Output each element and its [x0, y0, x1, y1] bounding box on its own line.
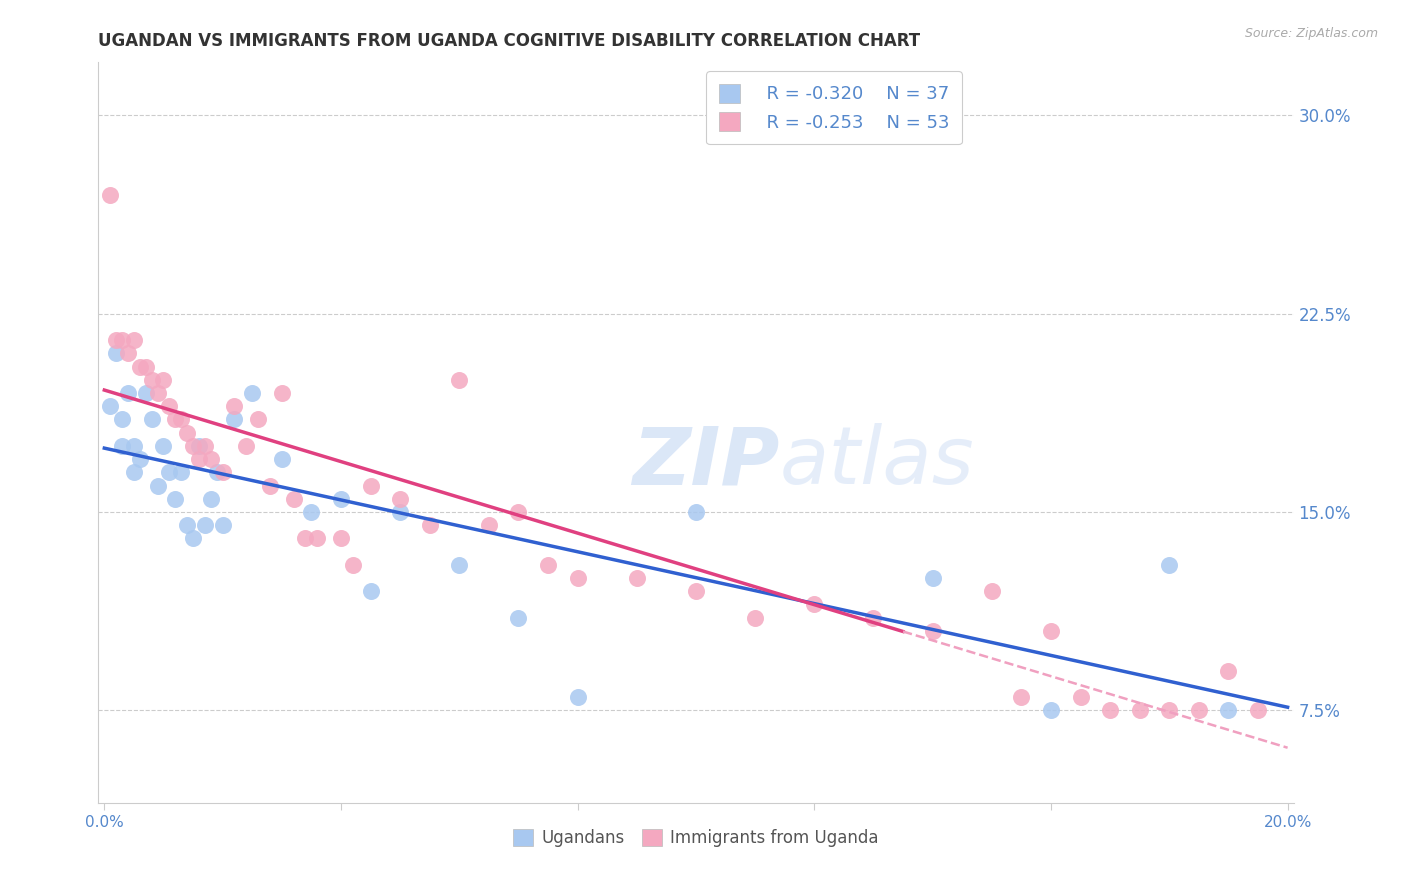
Point — [1070, 690, 1092, 704]
Point — [449, 373, 471, 387]
Point — [205, 465, 228, 479]
Point — [111, 412, 134, 426]
Point — [188, 439, 211, 453]
Point — [128, 359, 150, 374]
Point — [508, 610, 530, 624]
Point — [259, 478, 281, 492]
Point — [1099, 703, 1122, 717]
Point — [194, 518, 217, 533]
Point — [194, 439, 217, 453]
Point — [537, 558, 560, 572]
Point — [146, 386, 169, 401]
Text: atlas: atlas — [779, 423, 974, 501]
Point — [567, 690, 589, 704]
Point — [98, 399, 121, 413]
Point — [111, 333, 134, 347]
Point — [980, 584, 1002, 599]
Text: UGANDAN VS IMMIGRANTS FROM UGANDA COGNITIVE DISABILITY CORRELATION CHART: UGANDAN VS IMMIGRANTS FROM UGANDA COGNIT… — [98, 32, 921, 50]
Point — [1218, 703, 1240, 717]
Point — [122, 465, 145, 479]
Point — [1039, 624, 1062, 638]
Point — [111, 439, 134, 453]
Point — [98, 187, 121, 202]
Point — [685, 584, 707, 599]
Point — [862, 610, 884, 624]
Point — [294, 532, 316, 546]
Point — [449, 558, 471, 572]
Point — [330, 491, 353, 506]
Point — [330, 532, 353, 546]
Point — [419, 518, 441, 533]
Point — [135, 386, 157, 401]
Point — [247, 412, 270, 426]
Point — [1218, 664, 1240, 678]
Point — [211, 518, 233, 533]
Point — [152, 373, 174, 387]
Legend: Ugandans, Immigrants from Uganda: Ugandans, Immigrants from Uganda — [506, 822, 886, 854]
Point — [1159, 703, 1181, 717]
Point — [157, 399, 180, 413]
Point — [211, 465, 233, 479]
Point — [181, 532, 204, 546]
Point — [270, 386, 292, 401]
Point — [188, 452, 211, 467]
Point — [1039, 703, 1062, 717]
Point — [117, 386, 139, 401]
Point — [165, 491, 187, 506]
Point — [122, 333, 145, 347]
Point — [200, 452, 222, 467]
Point — [342, 558, 364, 572]
Text: Source: ZipAtlas.com: Source: ZipAtlas.com — [1244, 27, 1378, 40]
Point — [270, 452, 292, 467]
Point — [141, 412, 163, 426]
Point — [176, 425, 198, 440]
Point — [1010, 690, 1032, 704]
Point — [1159, 558, 1181, 572]
Point — [508, 505, 530, 519]
Point — [283, 491, 305, 506]
Point — [170, 465, 193, 479]
Point — [1247, 703, 1270, 717]
Point — [389, 491, 412, 506]
Point — [146, 478, 169, 492]
Point — [240, 386, 263, 401]
Text: ZIP: ZIP — [633, 423, 779, 501]
Point — [626, 571, 648, 585]
Point — [921, 571, 943, 585]
Point — [200, 491, 222, 506]
Point — [389, 505, 412, 519]
Point — [128, 452, 150, 467]
Point — [176, 518, 198, 533]
Point — [117, 346, 139, 360]
Point — [105, 346, 128, 360]
Point — [152, 439, 174, 453]
Point — [224, 412, 246, 426]
Point — [803, 598, 825, 612]
Point — [744, 610, 766, 624]
Point — [105, 333, 128, 347]
Point — [360, 478, 382, 492]
Point — [224, 399, 246, 413]
Point — [181, 439, 204, 453]
Point — [157, 465, 180, 479]
Point — [478, 518, 501, 533]
Point — [165, 412, 187, 426]
Point — [360, 584, 382, 599]
Point — [307, 532, 329, 546]
Point — [685, 505, 707, 519]
Point — [299, 505, 322, 519]
Point — [135, 359, 157, 374]
Point — [235, 439, 257, 453]
Point — [141, 373, 163, 387]
Point — [567, 571, 589, 585]
Point — [1129, 703, 1152, 717]
Point — [921, 624, 943, 638]
Point — [170, 412, 193, 426]
Point — [1188, 703, 1211, 717]
Point — [122, 439, 145, 453]
